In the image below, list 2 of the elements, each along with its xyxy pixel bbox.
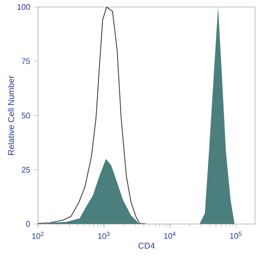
x-axis-title: CD4 xyxy=(138,242,155,249)
y-axis-title: Relative Cell Number xyxy=(8,76,14,155)
